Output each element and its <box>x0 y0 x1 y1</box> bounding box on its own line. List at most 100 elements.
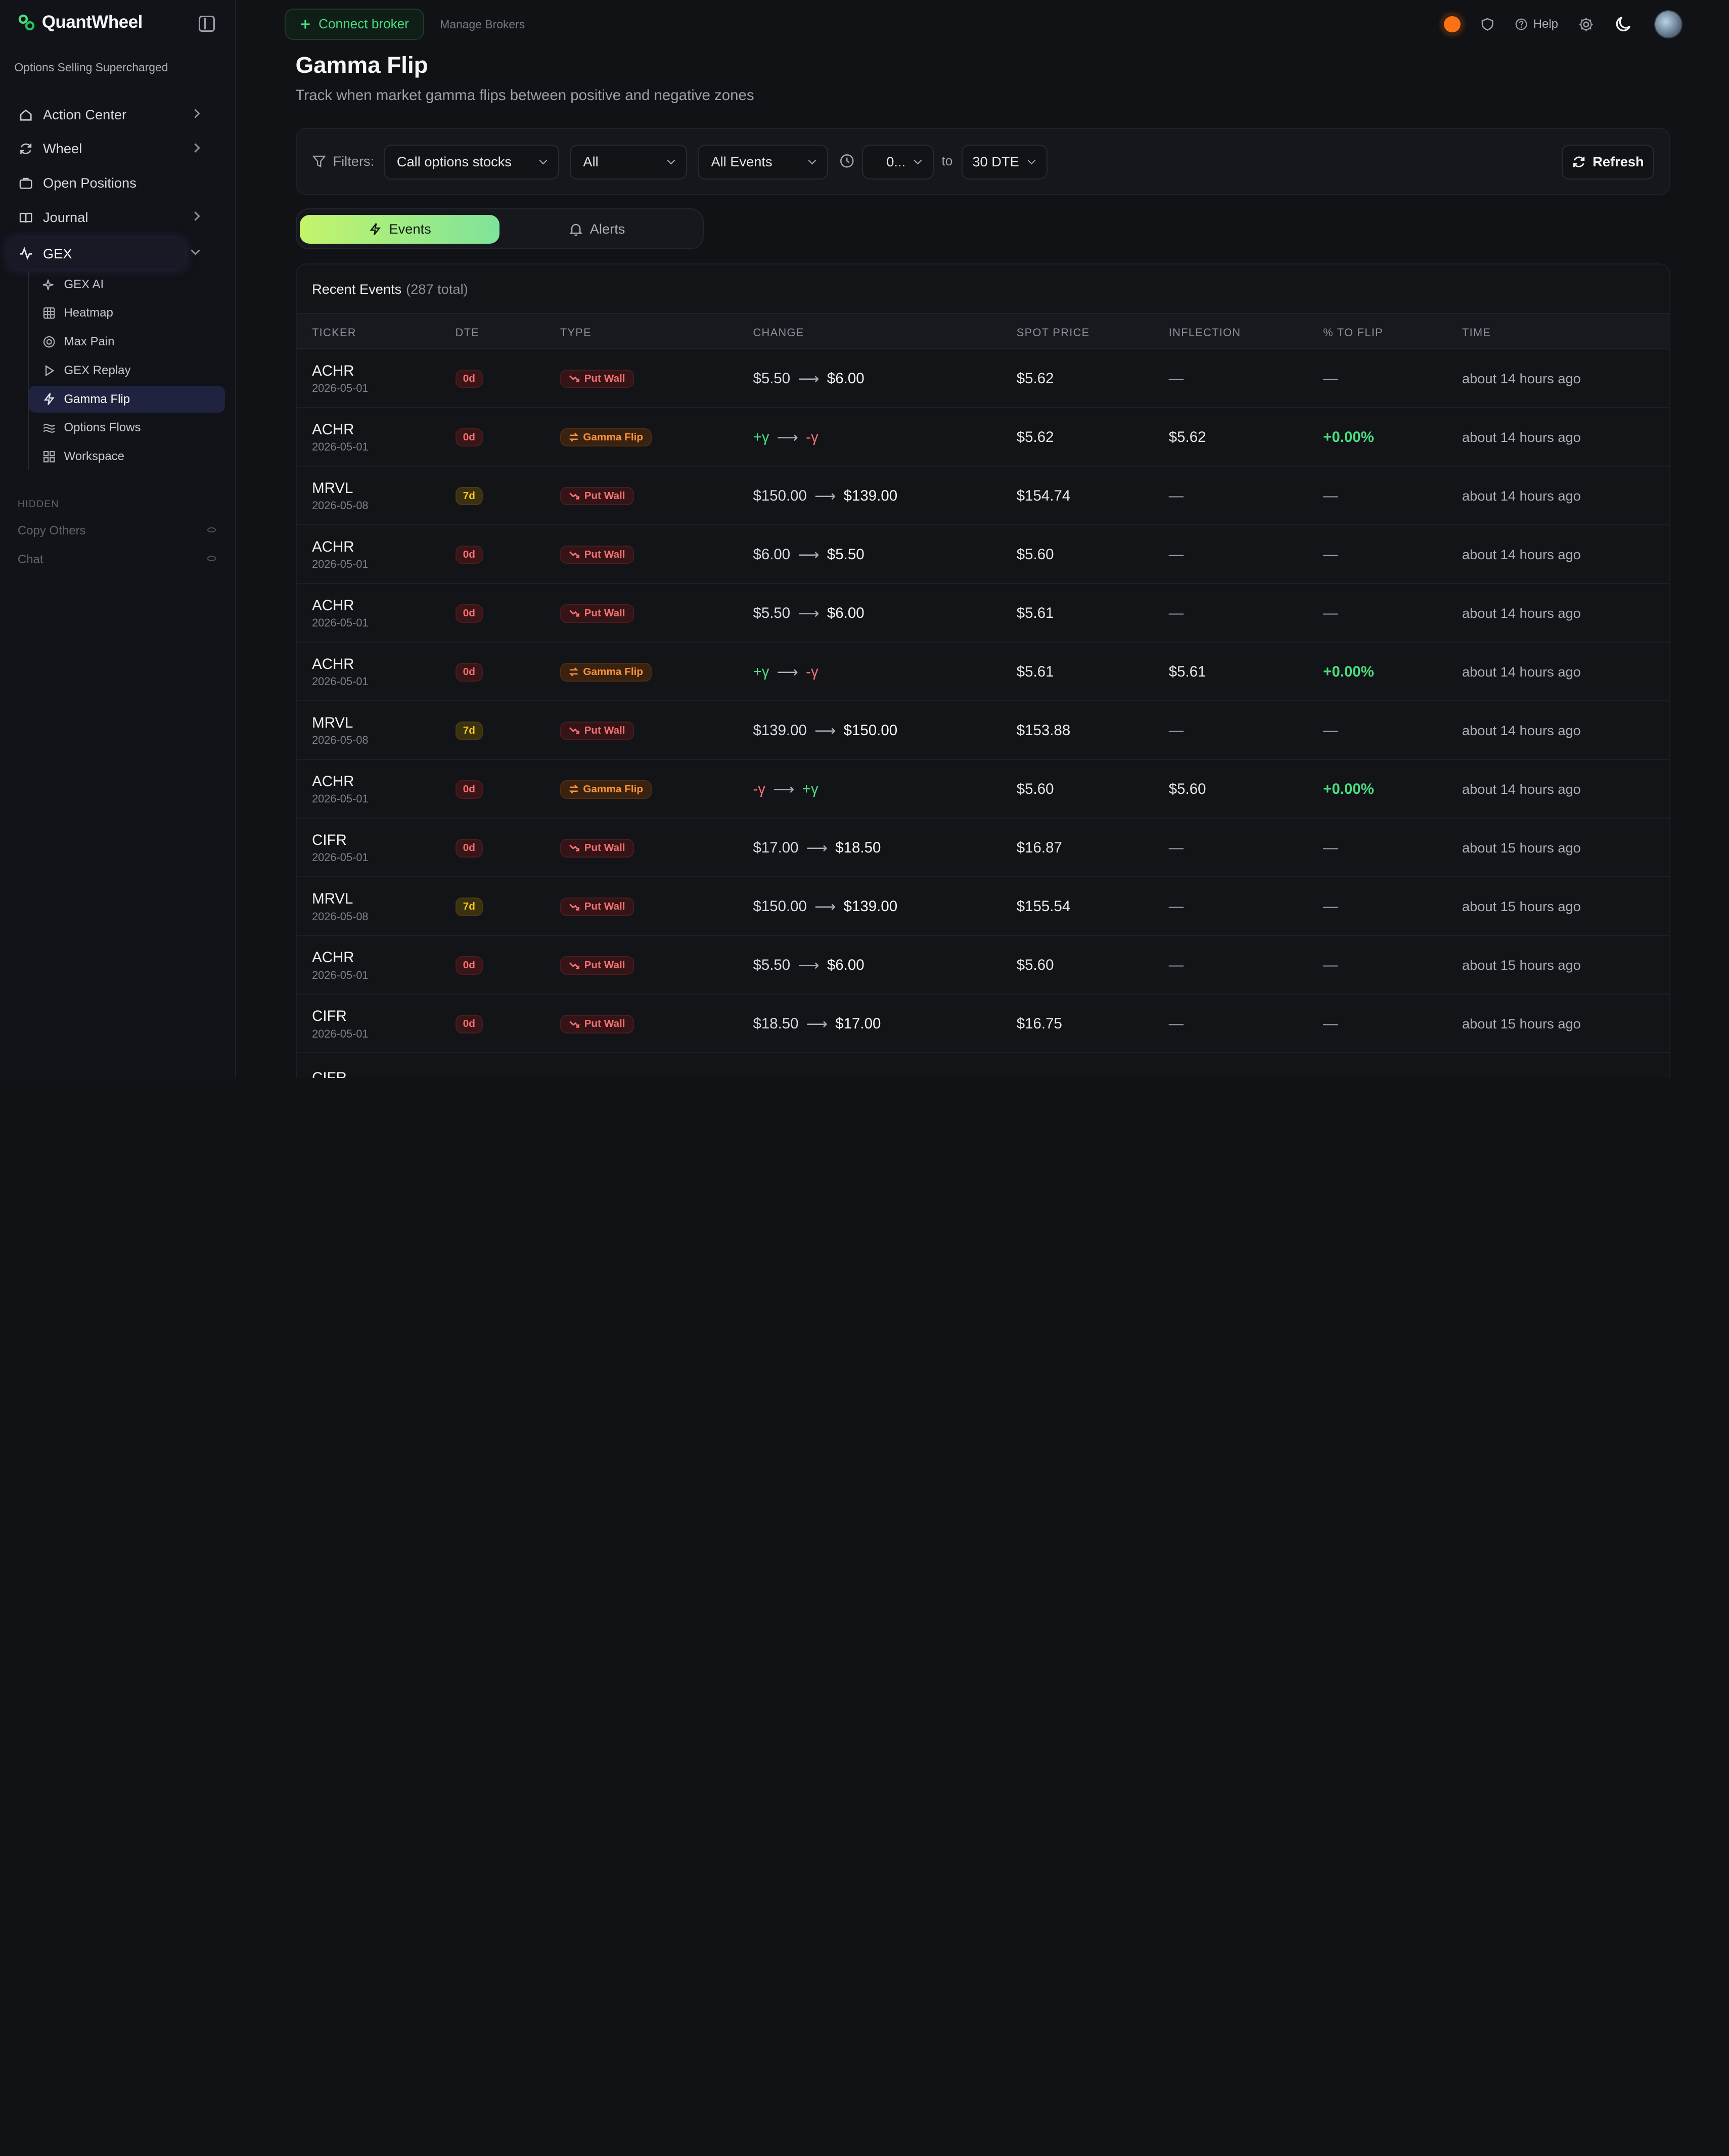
dte-to-select[interactable]: 30 DTE <box>961 144 1048 180</box>
help-label: Help <box>1533 17 1558 31</box>
sidebar-subitem-options-flows[interactable]: Options Flows <box>29 415 225 441</box>
change-to: $139.00 <box>843 487 898 505</box>
sidebar-item-gex[interactable]: GEX <box>9 238 200 270</box>
table-row[interactable]: ACHR 2026-05-01 0d Gamma Flip +γ ⟶ -γ $5.62 $5.6… <box>296 408 1670 467</box>
ticker-name[interactable]: CIFR <box>312 1008 347 1025</box>
event-type-badge: Put Wall <box>560 721 634 740</box>
dte-from-select[interactable]: 0... <box>862 144 934 180</box>
submenu-guide <box>27 271 29 470</box>
change-from: $17.00 <box>753 839 799 857</box>
refresh-label: Refresh <box>1592 154 1644 170</box>
moon-icon[interactable] <box>1614 14 1634 34</box>
sidebar-item-wheel[interactable]: Wheel <box>9 133 211 164</box>
ticker-name[interactable]: ACHR <box>312 362 354 379</box>
sidebar-subitem-heatmap[interactable]: Heatmap <box>29 300 225 326</box>
sidebar-subitem-gex-ai[interactable]: GEX AI <box>29 272 225 298</box>
table-row[interactable]: MRVL 2026-05-08 7d Put Wall $150.00 ⟶ $139.00 $… <box>296 878 1670 936</box>
event-type-label: Gamma Flip <box>583 431 644 443</box>
ticker-name[interactable]: MRVL <box>312 479 353 497</box>
shield-icon[interactable] <box>1480 17 1494 31</box>
ticker-name[interactable]: MRVL <box>312 890 353 908</box>
table-row[interactable]: ACHR 2026-05-01 0d Put Wall $5.50 ⟶ $6.00 $5.60… <box>296 936 1670 995</box>
table-row[interactable]: ACHR 2026-05-01 0d Put Wall $5.50 ⟶ $6.00 $5.61… <box>296 584 1670 643</box>
ticker-name[interactable]: MRVL <box>312 714 353 732</box>
sidebar-subitem-max-pain[interactable]: Max Pain <box>29 329 225 355</box>
col-ticker[interactable]: TICKER <box>312 326 356 339</box>
col-spot-price[interactable]: SPOT PRICE <box>1016 326 1090 339</box>
dte-badge: 7d <box>455 721 483 740</box>
logo-icon <box>18 14 35 30</box>
connect-broker-button[interactable]: Connect broker <box>284 9 425 40</box>
col-pct-to-flip[interactable]: % TO FLIP <box>1323 326 1383 339</box>
tab-events[interactable]: Events <box>300 215 499 244</box>
trending-down-icon <box>569 844 580 852</box>
eye-icon[interactable] <box>207 527 216 533</box>
table-row[interactable]: ACHR 2026-05-01 0d Put Wall $5.50 ⟶ $6.00 $5.62… <box>296 349 1670 408</box>
change-cell: $139.00 ⟶ $150.00 <box>753 701 898 760</box>
avatar[interactable] <box>1654 10 1683 39</box>
col-type[interactable]: TYPE <box>560 326 592 339</box>
sidebar-item-open-positions[interactable]: Open Positions <box>9 168 211 199</box>
stocks-select[interactable]: Call options stocks <box>383 144 559 180</box>
gear-icon[interactable] <box>1578 16 1595 33</box>
ticker-name[interactable]: ACHR <box>312 773 354 790</box>
type-cell: Gamma Flip <box>560 643 652 701</box>
refresh-button[interactable]: Refresh <box>1561 144 1654 180</box>
table-row[interactable]: CIFR <box>297 1055 1670 1078</box>
table-row[interactable]: CIFR 2026-05-01 0d Put Wall $17.00 ⟶ $18.50 $16… <box>296 819 1670 878</box>
subitem-label: Heatmap <box>64 306 113 320</box>
dte-cell: 0d <box>455 584 483 643</box>
table-row[interactable]: MRVL 2026-05-08 7d Put Wall $139.00 ⟶ $150.00 $… <box>296 701 1670 760</box>
ticker-name[interactable]: ACHR <box>312 656 354 672</box>
event-type-label: Gamma Flip <box>583 666 644 678</box>
inflection-cell: — <box>1168 722 1184 739</box>
ticker-name[interactable]: ACHR <box>312 421 354 438</box>
pct-to-flip-cell: — <box>1323 722 1338 739</box>
inflection-cell: — <box>1168 839 1184 857</box>
col-time[interactable]: TIME <box>1462 326 1491 339</box>
sidebar-subitem-gex-replay[interactable]: GEX Replay <box>29 357 225 384</box>
ticker-cell: ACHR 2026-05-01 <box>312 408 369 467</box>
ticker-name[interactable]: CIFR <box>312 832 347 849</box>
market-status-icon[interactable] <box>1444 16 1461 33</box>
ticker-name[interactable]: ACHR <box>312 538 354 555</box>
trending-down-icon <box>569 375 580 382</box>
sidebar-collapse-icon[interactable] <box>198 15 215 32</box>
table-row[interactable]: CIFR 2026-05-01 0d Put Wall $18.50 ⟶ $17.00 $16… <box>296 995 1670 1054</box>
table-row[interactable]: MRVL 2026-05-08 7d Put Wall $150.00 ⟶ $139.00 $… <box>296 467 1670 525</box>
sidebar-item-action-center[interactable]: Action Center <box>9 99 211 130</box>
arrow-right-icon: ⟶ <box>798 605 820 622</box>
page-subtitle: Track when market gamma flips between po… <box>295 87 754 104</box>
manage-brokers-link[interactable]: Manage Brokers <box>440 17 525 31</box>
hidden-item-chat[interactable]: Chat <box>18 553 216 567</box>
swap-icon <box>569 785 578 794</box>
sidebar-item-journal[interactable]: Journal <box>9 202 211 233</box>
help-button[interactable]: Help <box>1515 17 1558 31</box>
events-table-title: Recent Events (287 total) <box>312 281 468 297</box>
ticker-name[interactable]: ACHR <box>312 597 354 614</box>
dte-badge: 7d <box>455 897 483 916</box>
scope-select[interactable]: All <box>570 144 687 180</box>
tab-alerts[interactable]: Alerts <box>497 215 697 244</box>
eye-icon[interactable] <box>207 556 216 562</box>
type-cell: Put Wall <box>560 819 634 878</box>
col-inflection[interactable]: INFLECTION <box>1168 326 1241 339</box>
event-type-badge: Put Wall <box>560 897 634 916</box>
sidebar-subitem-workspace[interactable]: Workspace <box>29 443 225 470</box>
event-type-value: All Events <box>711 154 772 170</box>
filters-bar: Filters: Call options stocks All All Eve… <box>295 128 1671 196</box>
ticker-name[interactable]: ACHR <box>312 949 354 966</box>
type-cell: Gamma Flip <box>560 408 652 467</box>
ticker-cell: ACHR 2026-05-01 <box>312 349 369 408</box>
col-change[interactable]: CHANGE <box>753 326 804 339</box>
event-type-select[interactable]: All Events <box>698 144 828 180</box>
stocks-select-value: Call options stocks <box>396 154 512 170</box>
brand[interactable]: QuantWheel <box>18 12 143 32</box>
table-row[interactable]: ACHR 2026-05-01 0d Gamma Flip -γ ⟶ +γ $5.60 $5.6… <box>296 760 1670 819</box>
hidden-item-copy-others[interactable]: Copy Others <box>18 524 216 538</box>
sidebar-subitem-gamma-flip[interactable]: Gamma Flip <box>28 386 225 413</box>
change-cell: $5.50 ⟶ $6.00 <box>753 349 864 408</box>
table-row[interactable]: ACHR 2026-05-01 0d Gamma Flip +γ ⟶ -γ $5.61 $5.6… <box>296 643 1670 701</box>
table-row[interactable]: ACHR 2026-05-01 0d Put Wall $6.00 ⟶ $5.50 $5.60… <box>296 525 1670 584</box>
col-dte[interactable]: DTE <box>455 326 480 339</box>
